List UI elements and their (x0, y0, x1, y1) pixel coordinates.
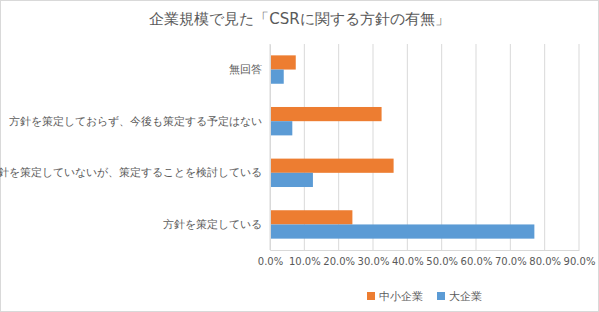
x-tick: 50.0% (426, 250, 458, 267)
bars (270, 55, 534, 238)
x-tick-label: 10.0% (289, 256, 321, 267)
bar (270, 210, 352, 224)
title: 企業規模で見た「CSRに関する方針の有無」 (149, 10, 449, 28)
y-tick: 方針を策定している (163, 218, 270, 230)
y-axis: 無回答方針を策定しておらず、今後も策定する予定はない方針を策定していないが、策定… (0, 45, 271, 251)
series (270, 70, 534, 239)
legend: 中小企業 大企業 (367, 290, 482, 302)
x-axis-line (271, 250, 580, 251)
grid-line (510, 44, 511, 250)
bar (270, 173, 313, 187)
grid-line (407, 44, 408, 250)
legend-swatch (367, 292, 375, 300)
y-tick-label: 方針を策定しておらず、今後も策定する予定はない (9, 115, 262, 128)
legend-item: 中小企業 (367, 290, 423, 302)
bar (270, 121, 292, 135)
bar (270, 107, 382, 121)
x-tick: 20.0% (323, 250, 355, 267)
bar (270, 70, 284, 84)
legend-label: 中小企業 (379, 290, 423, 302)
x-tick: 10.0% (289, 250, 321, 267)
series (270, 55, 394, 224)
grid-line (270, 44, 271, 250)
y-axis-line (270, 45, 271, 251)
x-tick: 40.0% (392, 250, 424, 267)
x-tick: 70.0% (495, 250, 527, 267)
x-tick-label: 30.0% (358, 256, 390, 267)
bar (270, 159, 394, 173)
grid-line (544, 44, 545, 250)
x-tick-label: 70.0% (495, 256, 527, 267)
x-tick: 0.0% (258, 250, 283, 267)
y-tick: 方針を策定していないが、策定することを検討している (0, 166, 270, 179)
legend-swatch (437, 292, 445, 300)
bar (270, 224, 534, 238)
y-tick: 方針を策定しておらず、今後も策定する予定はない (9, 115, 270, 128)
x-tick: 80.0% (529, 250, 561, 267)
chart-border (1, 1, 599, 312)
chart: 企業規模で見た「CSRに関する方針の有無」 0.0% 10.0%20.0%30.0%… (0, 0, 599, 312)
y-tick-label: 方針を策定していないが、策定することを検討している (0, 166, 262, 179)
grid (270, 44, 579, 250)
x-axis: 0.0% 10.0%20.0%30.0%40.0%50.0%60.0%70.0%8… (258, 250, 596, 267)
bar (270, 55, 296, 69)
grid-line (476, 44, 477, 250)
x-tick-label: 40.0% (392, 256, 424, 267)
x-tick-label: 50.0% (426, 256, 458, 267)
x-tick-label: 20.0% (323, 256, 355, 267)
grid-line (441, 44, 442, 250)
plot: 0.0% 10.0%20.0%30.0%40.0%50.0%60.0%70.0%8… (0, 44, 595, 267)
y-tick-label: 無回答 (229, 63, 262, 75)
x-tick: 30.0% (358, 250, 390, 267)
x-tick-label: 90.0% (564, 256, 596, 267)
x-tick: 90.0% (564, 250, 596, 267)
y-tick-label: 方針を策定している (163, 218, 262, 230)
grid-line (373, 44, 374, 250)
y-tick: 無回答 (229, 63, 270, 75)
legend-label: 大企業 (449, 290, 482, 302)
grid-line (579, 44, 580, 250)
x-tick: 60.0% (461, 250, 493, 267)
x-tick-label: 80.0% (529, 256, 561, 267)
x-tick-label: 0.0% (258, 256, 283, 267)
x-tick-label: 60.0% (461, 256, 493, 267)
legend-item: 大企業 (437, 290, 482, 302)
